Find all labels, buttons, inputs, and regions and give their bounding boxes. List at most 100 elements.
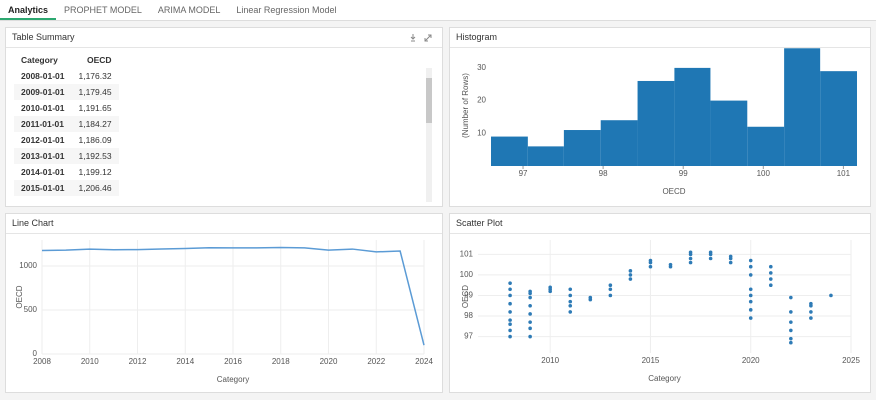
tab[interactable]: Linear Regression Model (236, 5, 337, 15)
table-cell: 2010-01-01 (21, 103, 65, 113)
histogram-bar (637, 80, 675, 166)
table-cell: 1,192.53 (71, 148, 119, 164)
histogram-bar (784, 48, 821, 166)
scatter-point (528, 303, 532, 308)
scatter-point (648, 258, 653, 263)
scatter-point (728, 254, 733, 259)
x-tick-label: 97 (519, 169, 528, 178)
panel-title: Line Chart (6, 214, 442, 234)
histogram-bar (820, 71, 857, 166)
y-tick-label: 97 (464, 332, 473, 341)
x-tick-label: 2020 (742, 356, 760, 365)
y-tick-label: 101 (460, 249, 474, 258)
x-tick-label: 2025 (842, 356, 860, 365)
scatter-point (829, 293, 833, 298)
x-tick-label: 2008 (33, 357, 51, 366)
table-cell: 2012-01-01 (21, 135, 65, 145)
tab[interactable]: Analytics (0, 0, 57, 20)
scatter-point (708, 250, 713, 255)
scatter-point (628, 277, 633, 281)
scatter-point (508, 322, 512, 327)
panel-icons[interactable] (410, 33, 434, 43)
scatter-point (748, 273, 753, 277)
scatter-point (628, 273, 633, 277)
table-cell: 1,206.46 (71, 180, 119, 196)
table-cell: 1,179.45 (71, 84, 119, 100)
tab-bar: Analytics PROPHET MODEL ARIMA MODEL Linear … (0, 0, 876, 21)
scatter-point (508, 287, 512, 292)
scatter-point (588, 295, 593, 300)
scatter-point (789, 340, 793, 345)
x-tick-label: 2018 (272, 357, 290, 366)
scatter-point (528, 320, 532, 324)
scatter-point (748, 293, 753, 298)
y-tick-label: 20 (477, 96, 486, 105)
scatter-point (768, 283, 773, 288)
scatter-point (748, 299, 753, 304)
scrollbar[interactable] (426, 68, 432, 202)
histogram-bar (710, 100, 748, 166)
histogram-bar (563, 130, 601, 166)
y-tick-label: 99 (464, 291, 473, 300)
table-row: 2015-01-01 1,206.46 (14, 180, 119, 196)
scatter-point (688, 256, 693, 261)
line-series (41, 246, 425, 346)
x-tick-label: 2016 (224, 357, 242, 366)
y-tick-label: 100 (460, 270, 474, 279)
scatter-point (508, 281, 512, 285)
x-tick-label: 2014 (176, 357, 194, 366)
y-tick-label: 10 (477, 128, 486, 137)
scatter-point (708, 256, 713, 261)
table-cell: 1,186.09 (78, 135, 112, 145)
scatter-point (568, 303, 573, 308)
summary-table: Category OECD 2008-01-01 1,176.32 2009-01-01… (14, 52, 119, 196)
scatter-point (768, 271, 773, 275)
table-row: 2012-01-01 1,186.09 (14, 132, 119, 148)
scatter-point (528, 312, 532, 316)
table-row: 2013-01-01 1,192.53 (14, 148, 119, 164)
scatter-point (688, 250, 693, 255)
scatter-point (568, 299, 573, 304)
scatter-point (568, 287, 573, 292)
scatter-point (789, 310, 793, 314)
scatter-point (568, 293, 573, 298)
x-axis-label: OECD (662, 187, 685, 196)
scatter-point (508, 334, 512, 339)
panel-title: Table Summary (6, 28, 442, 48)
scatter-point (528, 334, 532, 339)
tab[interactable]: PROPHET MODEL (64, 5, 142, 15)
panel-title: Scatter Plot (450, 214, 870, 234)
y-axis-label: OECD (461, 285, 470, 308)
scatter-point (528, 326, 532, 331)
x-tick-label: 2020 (320, 357, 338, 366)
table-cell: 1,191.65 (78, 103, 112, 113)
table-row: 2014-01-01 1,199.12 (14, 164, 119, 180)
scatter-point (748, 264, 753, 269)
column-header: OECD (87, 55, 112, 65)
column-header: Category (21, 55, 58, 65)
scatter-point (508, 301, 512, 306)
scatter-point (748, 308, 753, 312)
x-tick-label: 98 (599, 169, 608, 178)
table-cell: 1,176.32 (78, 71, 112, 81)
table-panel: Table Summary Category OECD 2008-01-01 1,17… (5, 27, 443, 207)
scatter-point (789, 320, 793, 324)
y-tick-label: 500 (24, 305, 38, 314)
x-axis-label: Category (648, 374, 680, 383)
scatter-point (628, 269, 633, 273)
x-tick-label: 101 (837, 169, 851, 178)
y-axis-label: OECD (15, 285, 24, 308)
tab[interactable]: ARIMA MODEL (157, 5, 221, 15)
table-cell: 1,184.27 (71, 116, 119, 132)
y-tick-label: 0 (33, 349, 38, 358)
x-tick-label: 2010 (541, 356, 559, 365)
line-panel: Line Chart (5, 213, 443, 393)
table-cell: 2015-01-01 (14, 180, 72, 196)
scatter-point (748, 316, 753, 320)
y-tick-label: 1000 (19, 261, 37, 270)
scatter-point (508, 310, 512, 314)
scatter-point (768, 277, 773, 281)
scatter-panel: Scatter Plot (449, 213, 871, 393)
table-cell: 2011-01-01 (14, 116, 72, 132)
